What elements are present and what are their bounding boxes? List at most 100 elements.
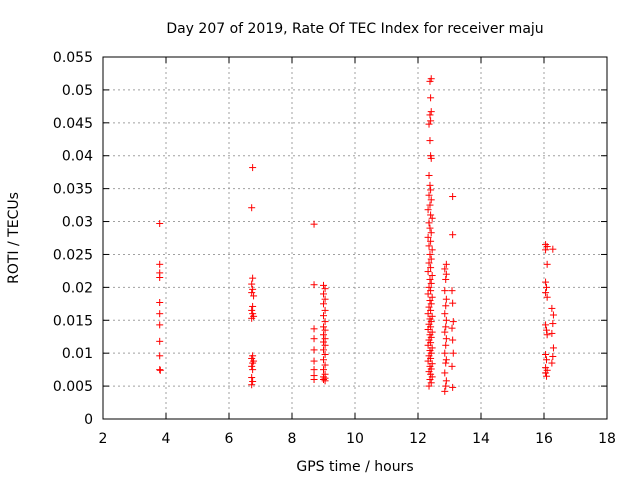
- data-point: [426, 297, 434, 305]
- data-point: [424, 233, 432, 241]
- data-point: [448, 324, 456, 332]
- y-tick-label: 0.05: [62, 83, 93, 99]
- data-point: [424, 268, 432, 276]
- y-tick-label: 0.015: [53, 313, 93, 329]
- x-tick-label: 8: [288, 431, 297, 447]
- data-point: [427, 154, 435, 162]
- data-point: [248, 362, 256, 370]
- y-tick-label: 0.01: [62, 346, 93, 362]
- data-point: [449, 193, 457, 201]
- data-point: [549, 344, 557, 352]
- data-points: [156, 75, 557, 395]
- data-point: [442, 275, 450, 283]
- data-point: [425, 283, 433, 291]
- data-point: [542, 278, 550, 286]
- data-point: [427, 211, 435, 219]
- data-point: [548, 304, 556, 312]
- data-point: [441, 310, 449, 318]
- y-tick-label: 0.04: [62, 149, 93, 165]
- data-point: [442, 316, 450, 324]
- data-point: [542, 321, 550, 329]
- data-point: [426, 201, 434, 209]
- x-tick-label: 4: [162, 431, 171, 447]
- data-point: [549, 320, 557, 328]
- data-point: [441, 369, 449, 377]
- x-tick-label: 6: [225, 431, 234, 447]
- data-point: [427, 229, 435, 237]
- grid: [103, 57, 607, 419]
- data-point: [310, 357, 318, 365]
- data-point: [249, 285, 257, 293]
- y-tick-label: 0.055: [53, 50, 93, 66]
- data-point: [310, 346, 318, 354]
- data-point: [248, 306, 256, 314]
- data-point: [442, 382, 450, 390]
- data-point: [542, 350, 550, 358]
- data-point: [424, 290, 432, 298]
- data-point: [427, 186, 435, 194]
- data-point: [156, 273, 164, 281]
- data-point: [321, 306, 329, 314]
- x-tick-label: 14: [472, 431, 490, 447]
- data-point: [156, 310, 164, 318]
- data-point: [426, 275, 434, 283]
- data-point: [543, 293, 551, 301]
- data-point: [424, 341, 432, 349]
- data-point: [321, 335, 329, 343]
- data-point: [248, 289, 256, 297]
- y-tick-labels: 0 0.005 0.01 0.015 0.02 0.025 0.03 0.035 0.04 0.0…: [53, 50, 93, 428]
- data-point: [549, 352, 557, 360]
- x-axis-title: GPS time / hours: [296, 459, 413, 475]
- data-point: [156, 337, 164, 345]
- data-point: [441, 265, 449, 273]
- data-point: [424, 206, 432, 214]
- data-point: [310, 220, 318, 228]
- data-point: [321, 326, 329, 334]
- axis-ticks: [102, 56, 608, 420]
- data-point: [310, 376, 318, 384]
- data-point: [320, 331, 327, 339]
- data-point: [441, 387, 449, 395]
- data-point: [427, 108, 435, 116]
- data-point: [321, 318, 329, 326]
- data-point: [320, 356, 327, 364]
- data-point: [442, 260, 450, 268]
- data-point: [449, 231, 457, 239]
- x-tick-label: 16: [535, 431, 553, 447]
- data-point: [425, 120, 433, 128]
- data-point: [542, 289, 550, 297]
- data-point: [425, 171, 433, 179]
- data-point: [428, 272, 436, 280]
- x-tick-label: 2: [99, 431, 108, 447]
- data-point: [426, 77, 434, 85]
- y-tick-label: 0.045: [53, 116, 93, 132]
- x-tick-labels: 2 4 6 8 10 12 14 16 18: [99, 431, 616, 447]
- data-point: [442, 295, 450, 303]
- data-point: [426, 111, 434, 119]
- data-point: [549, 311, 557, 319]
- data-point: [320, 366, 327, 374]
- data-point: [250, 292, 258, 300]
- data-point: [449, 383, 457, 391]
- data-point: [320, 300, 327, 308]
- data-point: [156, 260, 164, 268]
- data-point: [542, 246, 550, 254]
- data-point: [449, 318, 457, 326]
- data-point: [448, 287, 456, 295]
- data-point: [427, 264, 435, 272]
- data-point: [442, 377, 450, 385]
- data-point: [448, 362, 456, 370]
- data-point: [310, 335, 318, 343]
- data-point: [321, 350, 329, 358]
- data-point: [249, 164, 257, 172]
- data-point: [427, 94, 435, 102]
- data-point: [424, 325, 432, 333]
- chart-title: Day 207 of 2019, Rate Of TEC Index for r…: [166, 21, 543, 37]
- data-point: [449, 299, 457, 307]
- data-point: [425, 382, 433, 390]
- data-point: [442, 323, 450, 331]
- data-point: [320, 281, 327, 289]
- data-point: [543, 283, 551, 291]
- data-point: [320, 376, 327, 384]
